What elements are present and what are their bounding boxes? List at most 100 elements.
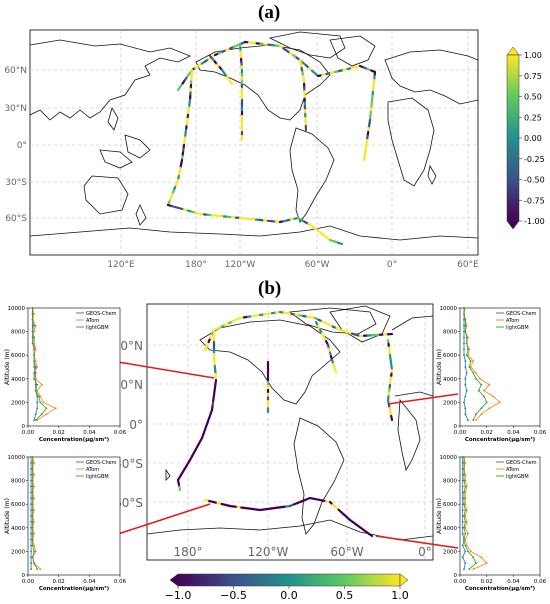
profile-ytick-label: 4000 xyxy=(11,377,25,383)
profile-series-point xyxy=(33,521,36,523)
profile-legend-label: GEOS-Chem xyxy=(506,460,537,466)
colorbar-b-bar xyxy=(177,573,401,587)
connector-top-left xyxy=(117,361,215,379)
profile-series-point xyxy=(475,413,477,416)
profile-series-point xyxy=(30,515,32,517)
profile-frame xyxy=(459,307,541,427)
profile-series-point xyxy=(467,348,469,351)
profile-series-point xyxy=(461,485,464,488)
profile-series-point xyxy=(31,515,34,517)
colorbar-b-tick-label: 0.5 xyxy=(336,589,354,602)
profile-series-point xyxy=(33,313,36,315)
profile-series-point xyxy=(30,521,32,523)
map-b-lat-label: 60°S xyxy=(114,496,143,510)
profile-series-point xyxy=(464,377,467,380)
profile-series-point xyxy=(30,467,32,470)
profile-series-point xyxy=(461,515,464,517)
profile-series-point xyxy=(463,401,465,404)
profile-series-point xyxy=(33,354,36,357)
profile-xtick-label: 0.04 xyxy=(83,579,96,585)
profile-series-point xyxy=(34,377,37,380)
colorbar-a: 1.00 0.75 0.50 0.25 0.00 -0.25 -0.50 -0.75 -1.00 xyxy=(506,46,545,230)
profile-ytick-label: 6000 xyxy=(11,502,25,508)
profile-series-point xyxy=(463,354,465,357)
colorbar-b-tick-label: −0.5 xyxy=(220,589,247,602)
profile-series-point xyxy=(30,562,32,565)
map-a: 60°N 30°N 0° 30°S 60°S 120°E 180° 120°W … xyxy=(4,29,479,270)
profile-series-point xyxy=(463,467,465,470)
profile-series-point xyxy=(464,485,467,488)
map-b-lon-label: 120°W xyxy=(248,545,289,559)
profile-legend-label: ATom xyxy=(506,467,519,473)
profile-top-left: 0 2000 4000 6000 8000 10000 0.00 0.02 0.04 0.06 Co… xyxy=(4,306,127,443)
profile-ytick-label: 2000 xyxy=(11,400,25,406)
colorbar-a-tick-label: 0.00 xyxy=(524,134,542,143)
profile-series-line xyxy=(32,307,57,421)
profile-series-point xyxy=(465,485,468,488)
profile-series-point xyxy=(31,497,34,500)
profile-xtick-label: 0.06 xyxy=(114,430,127,436)
profile-series-point xyxy=(31,307,34,309)
profile-series-point xyxy=(469,366,472,368)
profile-series-point xyxy=(36,568,39,570)
profile-xtick-label: 0.04 xyxy=(507,579,520,585)
profile-series-line xyxy=(32,456,41,570)
profile-top-right: 0 2000 4000 6000 8000 10000 0.00 0.02 0.04 0.06Co… xyxy=(436,306,547,443)
profile-series-point xyxy=(33,473,36,476)
profile-series-point xyxy=(461,467,464,470)
profile-xlabel: Concentration(μg/sm³) xyxy=(39,436,110,443)
profile-series-point xyxy=(34,348,37,351)
colorbar-a-tick-label: 1.00 xyxy=(524,51,542,60)
profile-legend-label: GEOS-Chem xyxy=(86,460,117,466)
panel-a-label: (a) xyxy=(258,2,281,23)
profile-series-point xyxy=(463,479,465,482)
profile-series-line xyxy=(463,308,488,421)
profile-series-point xyxy=(464,383,467,386)
profile-xtick-label: 0.00 xyxy=(454,579,467,585)
profile-series-point xyxy=(461,509,464,511)
colorbar-b-tick-label: 0.0 xyxy=(280,589,298,602)
flight-track-segment xyxy=(367,532,374,538)
profile-series-point xyxy=(34,360,37,362)
profile-series-point xyxy=(461,462,464,464)
profile-series-point xyxy=(465,389,468,392)
profile-series-point xyxy=(31,318,34,321)
flight-track-segment xyxy=(333,366,338,374)
profile-xtick-label: 0.02 xyxy=(481,430,493,436)
profile-ytick-label: 2000 xyxy=(443,549,457,555)
profile-series-point xyxy=(468,366,471,368)
profile-series-point xyxy=(464,360,467,362)
profile-series-point xyxy=(33,462,36,464)
profile-series-point xyxy=(30,544,32,547)
profile-series-point xyxy=(475,372,477,374)
profile-xtick-label: 0.06 xyxy=(534,430,547,436)
map-a-lon-label: 120°E xyxy=(107,260,135,270)
profile-series-point xyxy=(467,336,469,339)
profile-series-point xyxy=(33,485,36,488)
profile-series-point xyxy=(45,407,48,410)
profile-series-point xyxy=(33,366,36,368)
map-b-lat-label: 0° xyxy=(129,418,143,432)
profile-series-line xyxy=(32,457,38,570)
map-b-lat-label: 30°S xyxy=(114,457,143,471)
profile-series-point xyxy=(463,324,465,327)
profile-series-point xyxy=(33,330,36,333)
profile-ytick-label: 0 xyxy=(454,424,458,430)
map-b-lat-label: 60°N xyxy=(113,339,143,353)
colorbar-a-max-arrow xyxy=(506,46,520,56)
profile-series-point xyxy=(477,389,480,392)
profile-series-point xyxy=(30,456,32,458)
profile-series-point xyxy=(469,360,472,362)
profile-series-point xyxy=(464,509,467,511)
flight-track-segment xyxy=(336,241,344,246)
profile-series-point xyxy=(33,372,36,374)
profile-ytick-label: 0 xyxy=(22,573,26,579)
profile-series-line xyxy=(463,307,501,421)
profile-series-point xyxy=(463,526,465,529)
profile-series-point xyxy=(463,307,465,309)
profile-series-point xyxy=(30,568,32,570)
profile-series-point xyxy=(463,313,465,315)
profile-series-point xyxy=(33,348,36,351)
profile-series-point xyxy=(465,342,468,345)
flight-track-segment xyxy=(178,485,182,492)
